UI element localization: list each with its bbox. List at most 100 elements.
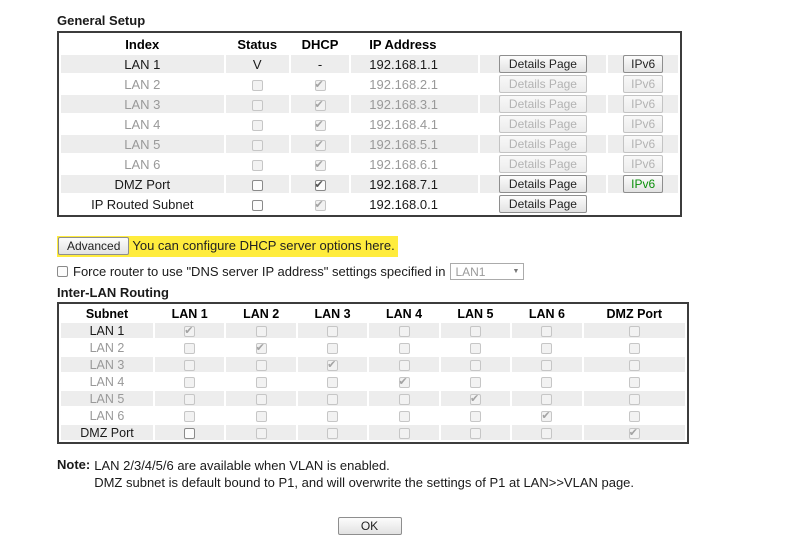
routing-checkbox (184, 342, 196, 354)
details-page-button[interactable]: Details Page (498, 55, 587, 73)
col-header-details (480, 35, 607, 53)
col-header-lan3: LAN 3 (314, 306, 351, 321)
dhcp-checkbox (314, 138, 326, 151)
dns-lan-select[interactable]: LAN1 ▼ (450, 263, 525, 280)
ipv6-button[interactable]: IPv6 (623, 175, 664, 193)
routing-cell (441, 340, 510, 355)
routing-checkbox (469, 392, 481, 405)
col-header-lan1: LAN 1 (171, 306, 208, 321)
force-dns-label: Force router to use "DNS server IP addre… (73, 264, 446, 279)
status-checkbox[interactable] (251, 179, 263, 191)
status-checkbox[interactable] (251, 199, 263, 211)
details-page-button: Details Page (498, 135, 587, 153)
col-header-lan4: LAN 4 (385, 306, 423, 321)
details-cell: Details Page (480, 115, 607, 133)
routing-checkbox (398, 393, 410, 405)
routing-checkbox (469, 325, 481, 337)
routing-cell (298, 374, 367, 389)
routing-cell (297, 425, 368, 440)
routing-checkbox (327, 376, 339, 388)
table-row: LAN 3 192.168.3.1 Details Page IPv6 (61, 95, 678, 113)
dhcp-text: - (290, 55, 350, 73)
routing-checkbox (184, 359, 196, 371)
ipv6-cell: IPv6 (608, 75, 678, 93)
routing-checkbox[interactable] (184, 427, 196, 439)
status-cell (226, 195, 289, 213)
table-row: LAN 4 192.168.4.1 Details Page IPv6 (61, 115, 678, 133)
col-header-subnet: Subnet (85, 306, 129, 321)
status-cell (225, 135, 289, 153)
routing-checkbox (255, 325, 267, 337)
subnet-label: LAN 3 (61, 357, 153, 372)
details-cell: Details Page (480, 75, 607, 93)
force-dns-checkbox[interactable] (57, 266, 68, 277)
note-line: DMZ subnet is default bound to P1, and w… (94, 475, 635, 490)
note-label: Note: (57, 457, 91, 472)
ip-address: 192.168.3.1 (351, 95, 478, 113)
general-setup-table: Index Status DHCP IP Address LAN 1 V -192.… (57, 31, 682, 217)
subnet-label: LAN 4 (89, 374, 125, 389)
routing-checkbox (469, 427, 481, 439)
force-dns-row: Force router to use "DNS server IP addre… (57, 263, 798, 280)
routing-cell (583, 391, 685, 406)
ip-address: 192.168.0.1 (369, 196, 438, 212)
routing-cell (512, 323, 582, 338)
inter-lan-table-body: LAN 1 LAN 2 LAN 3 LAN 4 LAN 5 LAN 6 DMZ Port (61, 323, 685, 440)
routing-cell (226, 357, 296, 372)
details-page-button[interactable]: Details Page (498, 195, 587, 213)
routing-cell (441, 374, 510, 389)
routing-checkbox (469, 376, 481, 388)
routing-checkbox (541, 393, 553, 405)
table-row: LAN 1 V -192.168.1.1 Details Page IPv6 (61, 55, 678, 73)
routing-cell (226, 323, 296, 338)
routing-checkbox (255, 341, 267, 354)
ipv6-cell: IPv6 (608, 55, 678, 73)
dhcp-checkbox[interactable] (314, 178, 326, 191)
routing-checkbox (398, 375, 410, 388)
routing-checkbox (469, 410, 481, 422)
dhcp-cell (291, 115, 349, 133)
general-setup-table-body: LAN 1V-192.168.1.1 Details Page IPv6 LAN 2 1… (61, 55, 678, 213)
dhcp-checkbox (314, 198, 326, 211)
routing-cell (155, 408, 224, 423)
routing-checkbox (398, 427, 410, 439)
routing-checkbox (628, 376, 640, 388)
chevron-down-icon: ▼ (512, 268, 520, 275)
details-cell: Details Page (480, 195, 607, 213)
col-header-lan5: LAN 5 (457, 306, 494, 321)
routing-cell (440, 357, 511, 372)
ok-button[interactable]: OK (337, 517, 402, 535)
routing-checkbox (184, 376, 196, 388)
routing-checkbox (184, 393, 196, 405)
routing-checkbox (469, 342, 481, 354)
routing-cell (154, 391, 225, 406)
routing-checkbox (255, 376, 267, 388)
table-row: LAN 2 192.168.2.1 Details Page IPv6 (61, 75, 678, 93)
details-page-button[interactable]: Details Page (498, 175, 587, 193)
ipv6-cell: IPv6 (608, 155, 678, 173)
table-row: LAN 4 (61, 374, 685, 389)
advanced-button[interactable]: Advanced (58, 237, 130, 255)
routing-checkbox (628, 325, 640, 337)
routing-cell (441, 408, 510, 423)
details-cell: Details Page (479, 135, 607, 153)
routing-checkbox (398, 342, 410, 354)
routing-cell (369, 323, 439, 338)
ipv6-cell: IPv6 (608, 135, 678, 153)
ipv6-cell: IPv6 (608, 95, 678, 113)
routing-cell (154, 323, 225, 338)
routing-cell (226, 425, 296, 440)
routing-checkbox (184, 324, 196, 337)
routing-cell (440, 391, 511, 406)
ipv6-button: IPv6 (623, 135, 664, 153)
inter-lan-routing-table: Subnet LAN 1 LAN 2 LAN 3 LAN 4 LAN 5 LAN… (57, 302, 689, 444)
table-row: LAN 1 (61, 323, 685, 338)
col-header-lan2: LAN 2 (243, 306, 280, 321)
ipv6-cell (608, 195, 678, 213)
status-checkbox (251, 99, 263, 111)
ipv6-button[interactable]: IPv6 (623, 55, 664, 73)
routing-cell (155, 340, 224, 355)
dhcp-cell (291, 155, 349, 173)
details-page-button: Details Page (498, 155, 587, 173)
routing-cell (440, 425, 511, 440)
